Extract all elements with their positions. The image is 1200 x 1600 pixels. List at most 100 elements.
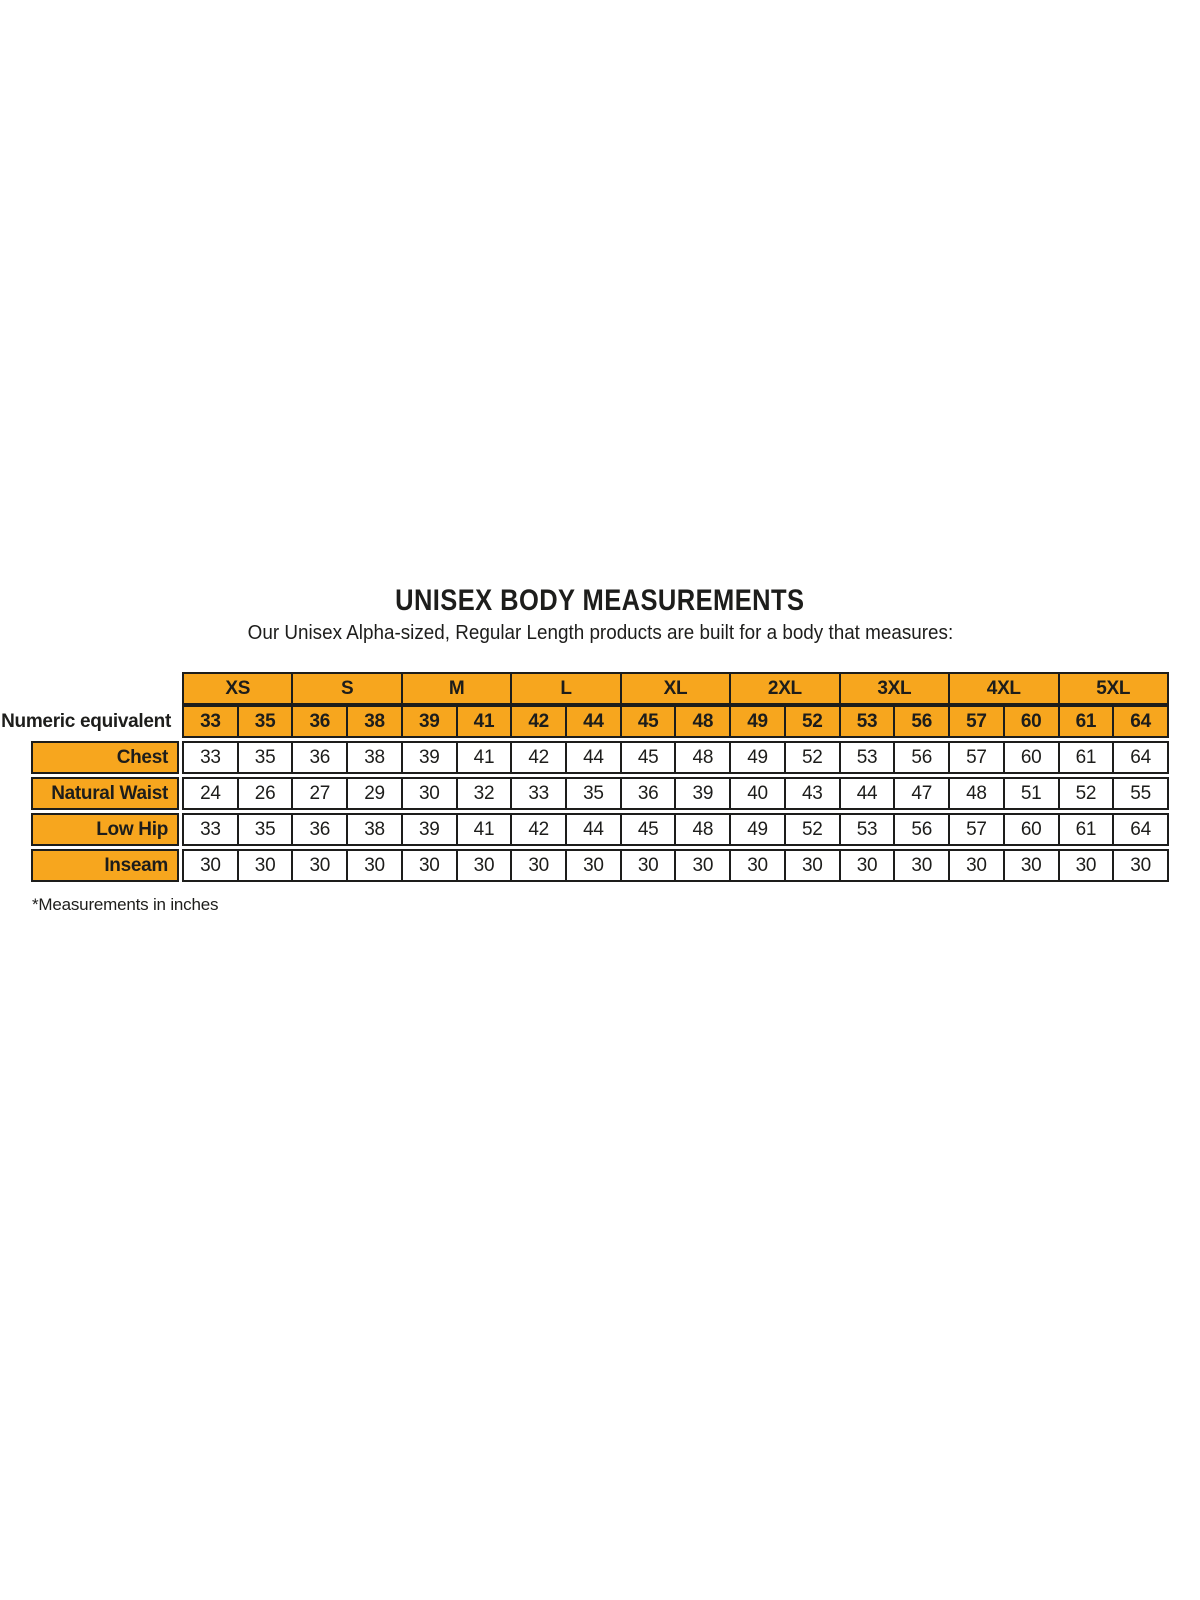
measurement-cell: 57 [948,815,1003,844]
measurement-rows: Chest 33 35 36 38 39 41 42 44 45 48 49 52 53 56 57 60 61 6… [31,741,1169,882]
measurement-cell: 49 [729,815,784,844]
measurement-cell: 39 [400,743,456,772]
measurement-cell: 35 [236,743,292,772]
measurement-cell: 64 [1112,743,1167,772]
table-row: Inseam 30 30 30 30 30 30 30 30 30 30 30 30 30 30 30 30 30… [31,849,1169,882]
numeric-equivalent-cell: 52 [783,707,839,736]
numeric-equivalent-cell: 41 [455,707,511,736]
measurement-table: XS S M L XL 2XL 3XL 4XL 5XL Numeric equivalent 3… [1,672,1169,882]
measurement-cell: 43 [783,779,839,808]
row-label: Chest [31,741,179,774]
measurement-cell: 52 [783,815,839,844]
size-header-cell: 3XL [838,674,949,703]
size-header-strip: XS S M L XL 2XL 3XL 4XL 5XL [182,672,1169,705]
measurement-cell: 41 [455,815,511,844]
numeric-equivalent-cell: 61 [1057,707,1113,736]
size-header-cell: S [291,674,401,703]
page-title: UNISEX BODY MEASUREMENTS [31,584,1169,618]
measurement-cell: 39 [674,779,730,808]
measurement-cell: 38 [346,815,401,844]
measurement-cell: 45 [619,815,675,844]
numeric-equivalent-cell: 49 [729,707,784,736]
size-header-cell: 5XL [1057,674,1167,703]
measurement-cell: 40 [729,779,784,808]
numeric-equivalent-cell: 48 [674,707,730,736]
row-label: Natural Waist [31,777,179,810]
measurement-cell: 30 [346,851,401,880]
page-subtitle-text: Our Unisex Alpha-sized, Regular Length p… [247,621,953,644]
measurement-cell: 53 [838,743,894,772]
numeric-equivalent-cell: 64 [1112,707,1167,736]
numeric-equivalent-cell: 53 [838,707,894,736]
measurement-cell: 30 [948,851,1003,880]
measurement-cell: 30 [455,851,511,880]
measurement-cell: 30 [619,851,675,880]
row-values-strip: 33 35 36 38 39 41 42 44 45 48 49 52 53 56 57 60 61 64 [182,813,1169,846]
measurement-cell: 47 [893,779,949,808]
measurement-cell: 35 [236,815,292,844]
measurement-cell: 60 [1002,743,1058,772]
row-values-strip: 33 35 36 38 39 41 42 44 45 48 49 52 53 56 57 60 61 64 [182,741,1169,774]
numeric-equivalent-cell: 44 [565,707,620,736]
measurement-cell: 33 [510,779,566,808]
measurement-cell: 42 [510,815,566,844]
row-values-strip: 30 30 30 30 30 30 30 30 30 30 30 30 30 30 30 30 30 30 [182,849,1169,882]
measurement-cell: 26 [236,779,292,808]
measurement-cell: 30 [1112,851,1167,880]
measurement-cell: 38 [346,743,401,772]
numeric-equivalent-cell: 42 [510,707,566,736]
measurement-cell: 33 [184,743,237,772]
measurement-cell: 51 [1002,779,1058,808]
measurement-cell: 33 [184,815,237,844]
size-chart-content: UNISEX BODY MEASUREMENTS Our Unisex Alph… [1,584,1169,915]
row-label: Inseam [31,849,179,882]
size-header-cell: 2XL [729,674,839,703]
table-row: Low Hip 33 35 36 38 39 41 42 44 45 48 49 52 53 56 57 60 6… [31,813,1169,846]
measurement-cell: 30 [510,851,566,880]
measurement-cell: 39 [400,815,456,844]
measurement-cell: 24 [184,779,237,808]
numeric-equivalent-cell: 33 [184,707,237,736]
numeric-equivalent-cell: 60 [1002,707,1058,736]
numeric-equivalent-strip: 33 35 36 38 39 41 42 44 45 48 49 52 53 56 57 60 61 64 [182,705,1169,738]
page-subtitle: Our Unisex Alpha-sized, Regular Length p… [31,621,1169,645]
measurement-cell: 36 [619,779,675,808]
measurement-cell: 60 [1002,815,1058,844]
measurement-cell: 49 [729,743,784,772]
measurement-cell: 44 [565,743,620,772]
measurement-cell: 30 [838,851,894,880]
measurement-cell: 30 [893,851,949,880]
measurement-cell: 30 [291,851,347,880]
measurement-cell: 30 [783,851,839,880]
numeric-equivalent-row: Numeric equivalent 33 35 36 38 39 41 42 44 45 48 4… [1,705,1169,738]
measurement-cell: 35 [565,779,620,808]
measurement-cell: 48 [674,743,730,772]
measurement-cell: 30 [1057,851,1113,880]
measurement-cell: 57 [948,743,1003,772]
numeric-equivalent-cell: 57 [948,707,1003,736]
measurement-cell: 52 [1057,779,1113,808]
measurement-cell: 56 [893,815,949,844]
measurement-cell: 42 [510,743,566,772]
measurement-cell: 30 [729,851,784,880]
size-header-cell: M [400,674,511,703]
measurement-cell: 55 [1112,779,1167,808]
measurement-cell: 30 [674,851,730,880]
measurement-cell: 36 [291,743,347,772]
measurement-cell: 52 [783,743,839,772]
measurement-cell: 53 [838,815,894,844]
numeric-equivalent-cell: 38 [346,707,401,736]
page-title-text: UNISEX BODY MEASUREMENTS [395,584,805,617]
numeric-equivalent-cell: 35 [236,707,292,736]
measurement-cell: 30 [400,779,456,808]
size-header-cell: XS [184,674,292,703]
numeric-equivalent-cell: 36 [291,707,347,736]
measurement-cell: 30 [184,851,237,880]
measurement-cell: 29 [346,779,401,808]
size-header-cell: XL [619,674,730,703]
table-row: Natural Waist 24 26 27 29 30 32 33 35 36 39 40 43 44 4… [31,777,1169,810]
numeric-equivalent-cell: 45 [619,707,675,736]
row-label: Low Hip [31,813,179,846]
measurement-cell: 48 [948,779,1003,808]
